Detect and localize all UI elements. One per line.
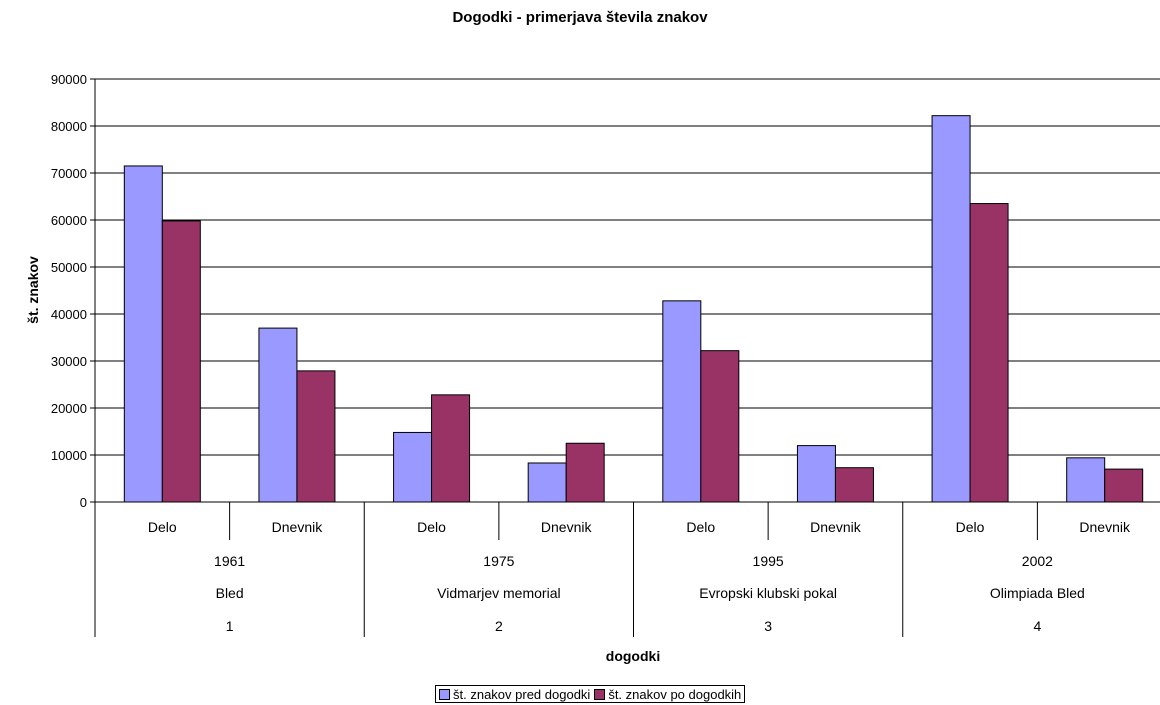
group-name-label: Bled [216,585,244,601]
x-category-label: Delo [686,519,715,535]
bar [161,220,201,503]
bar [700,350,740,503]
bar [1104,468,1144,503]
y-tick-label: 70000 [51,166,87,181]
x-category-label: Delo [956,519,985,535]
group-name-label: Vidmarjev memorial [437,585,560,601]
bar [931,115,971,503]
legend-item-po: št. znakov po dogodkih [594,687,741,702]
group-name-label: Evropski klubski pokal [699,585,837,601]
y-tick-label: 0 [80,495,87,510]
bar [565,442,605,503]
group-number-label: 4 [1033,618,1041,634]
x-axis-title: dogodki [606,648,660,664]
legend-item-pred: št. znakov pred dogodki [439,687,590,702]
legend-swatch-po [594,688,606,700]
y-tick-label: 20000 [51,401,87,416]
y-tick-label: 60000 [51,213,87,228]
bar [258,327,298,503]
bar [123,165,163,503]
x-category-label: Dnevnik [810,519,862,535]
legend-swatch-pred [439,688,450,700]
bar [834,467,874,503]
y-tick-label: 50000 [51,260,87,275]
y-axis-title: št. znakov [25,256,41,324]
bar [796,445,836,503]
chart-title: Dogodki - primerjava števila znakov [452,9,708,26]
bar [527,462,567,503]
group-year-label: 1975 [483,553,514,569]
y-tick-label: 80000 [51,119,87,134]
y-tick-label: 30000 [51,354,87,369]
group-number-label: 2 [495,618,503,634]
x-category-label: Dnevnik [1079,519,1131,535]
group-name-label: Olimpiada Bled [990,585,1085,601]
group-year-label: 1995 [753,553,784,569]
legend-label-pred: št. znakov pred dogodki [453,686,591,702]
y-tick-label: 90000 [51,72,87,87]
bar [431,394,471,503]
legend: št. znakov pred dogodki št. znakov po do… [435,685,746,703]
group-number-label: 1 [226,618,234,634]
group-year-label: 2002 [1022,553,1053,569]
group-number-label: 3 [764,618,772,634]
bar [969,203,1009,503]
group-year-label: 1961 [214,553,245,569]
bar [393,431,433,503]
bar [296,370,336,503]
bar [1066,457,1106,503]
x-category-label: Delo [148,519,177,535]
legend-label-po: št. znakov po dogodkih [608,686,742,702]
y-tick-label: 10000 [51,448,87,463]
x-category-label: Dnevnik [541,519,593,535]
x-category-label: Dnevnik [272,519,324,535]
bar [662,300,702,503]
y-tick-label: 40000 [51,307,87,322]
x-category-label: Delo [417,519,446,535]
